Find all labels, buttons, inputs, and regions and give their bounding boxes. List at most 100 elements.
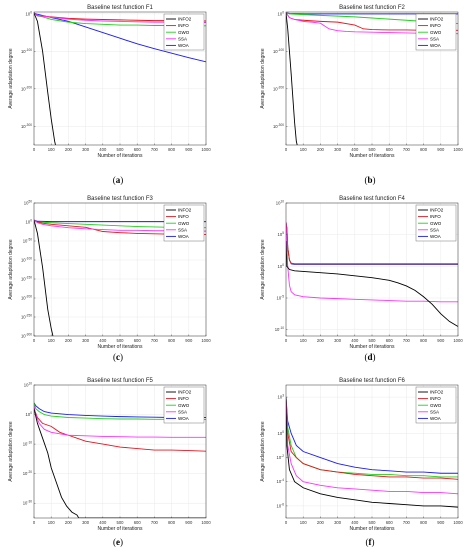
y-tick-label: 100 — [278, 263, 285, 269]
y-tick-label: 10-100 — [21, 257, 32, 263]
legend-label-woa: WOA — [178, 416, 189, 421]
x-tick-label: 500 — [369, 338, 377, 343]
legend-label-info: INFO — [178, 214, 189, 219]
panel-label: (e) — [113, 537, 123, 547]
x-tick-label: 200 — [65, 338, 73, 343]
x-axis-label: Number of iterations — [349, 153, 395, 159]
x-tick-label: 1000 — [453, 147, 463, 152]
x-tick-label: 400 — [351, 520, 359, 525]
chart-panel-6: 0 100 200 300 400 500 600 700 800 900 1000 103 100 10… — [260, 378, 463, 547]
x-tick-label: 700 — [151, 338, 159, 343]
legend-label-woa: WOA — [178, 43, 189, 48]
y-tick-label: 10-10 — [23, 441, 33, 447]
x-tick-label: 400 — [351, 147, 359, 152]
x-axis-label: Number of iterations — [97, 344, 143, 350]
y-axis-label: Average adaptation degree — [260, 48, 266, 108]
y-tick-label: 10-2 — [276, 454, 284, 460]
y-tick-label: 1010 — [24, 382, 32, 388]
panel-label: (d) — [364, 352, 375, 362]
chart-title: Baseline test function F3 — [87, 196, 153, 202]
series-line-ssa — [286, 397, 458, 495]
series-line-info2 — [286, 12, 298, 145]
legend-label-info2: INFO2 — [430, 208, 444, 213]
y-axis-label: Average adaptation degree — [260, 239, 266, 299]
x-tick-label: 800 — [420, 520, 428, 525]
legend-label-gwo: GWO — [178, 30, 190, 35]
x-tick-label: 700 — [403, 147, 411, 152]
legend-label-info2: INFO2 — [430, 390, 444, 395]
x-tick-label: 100 — [300, 520, 308, 525]
y-tick-label: 10-20 — [23, 470, 33, 476]
legend-label-ssa: SSA — [178, 409, 187, 414]
legend-label-gwo: GWO — [178, 221, 190, 226]
x-tick-label: 800 — [420, 338, 428, 343]
x-tick-label: 900 — [185, 338, 193, 343]
x-tick-label: 500 — [117, 520, 125, 525]
chart-title: Baseline test function F2 — [339, 5, 405, 11]
chart-panel-3: 0 100 200 300 400 500 600 700 800 900 1000 1050 100 1… — [8, 196, 211, 362]
chart-title: Baseline test function F1 — [87, 5, 153, 11]
x-tick-label: 100 — [300, 338, 308, 343]
x-tick-label: 700 — [151, 147, 159, 152]
series-line-info2 — [286, 397, 458, 508]
x-tick-label: 100 — [48, 147, 56, 152]
x-tick-label: 200 — [317, 520, 325, 525]
x-tick-label: 900 — [437, 520, 445, 525]
legend-label-info: INFO — [430, 214, 441, 219]
y-tick-label: 10-200 — [21, 295, 32, 301]
x-tick-label: 1000 — [201, 147, 211, 152]
panel-label: (c) — [113, 352, 123, 362]
x-tick-label: 100 — [48, 338, 56, 343]
legend-label-woa: WOA — [430, 234, 441, 239]
x-tick-label: 400 — [99, 147, 107, 152]
x-tick-label: 500 — [369, 520, 377, 525]
chart-panel-2: 0 100 200 300 400 500 600 700 800 900 1000 100 10-10… — [260, 5, 463, 185]
y-tick-label: 10-300 — [273, 123, 284, 129]
x-tick-label: 0 — [285, 338, 288, 343]
series-line-info2 — [286, 240, 458, 327]
y-tick-label: 10-100 — [21, 48, 32, 54]
panel-label: (f) — [366, 537, 375, 547]
legend-label-woa: WOA — [178, 234, 189, 239]
x-tick-label: 700 — [403, 338, 411, 343]
series-line-ssa — [286, 221, 458, 303]
chart-panel-5: 0 100 200 300 400 500 600 700 800 900 1000 1010 100 1… — [8, 378, 211, 547]
legend-label-info: INFO — [178, 23, 189, 28]
x-tick-label: 400 — [351, 338, 359, 343]
series-line-gwo — [286, 397, 458, 478]
legend-label-woa: WOA — [430, 416, 441, 421]
x-tick-label: 1000 — [453, 520, 463, 525]
x-tick-label: 300 — [334, 338, 342, 343]
legend-label-gwo: GWO — [430, 403, 442, 408]
y-tick-label: 105 — [278, 231, 285, 237]
legend-label-ssa: SSA — [430, 36, 439, 41]
chart-title: Baseline test function F6 — [339, 378, 405, 384]
y-tick-label: 1050 — [24, 200, 32, 206]
x-axis-label: Number of iterations — [97, 526, 143, 532]
x-tick-label: 200 — [317, 147, 325, 152]
legend-label-info2: INFO2 — [430, 17, 444, 22]
legend-label-gwo: GWO — [430, 221, 442, 226]
legend-label-ssa: SSA — [430, 409, 439, 414]
y-tick-label: 100 — [26, 219, 33, 225]
x-tick-label: 500 — [369, 147, 377, 152]
y-tick-label: 100 — [278, 10, 285, 16]
x-tick-label: 600 — [386, 147, 394, 152]
series-line-info — [286, 397, 458, 480]
legend-label-ssa: SSA — [178, 227, 187, 232]
y-axis-label: Average adaptation degree — [260, 421, 266, 481]
y-tick-label: 10-50 — [23, 238, 33, 244]
y-tick-label: 10-30 — [23, 500, 33, 506]
y-tick-label: 103 — [278, 394, 285, 400]
legend-label-info2: INFO2 — [178, 390, 192, 395]
x-tick-label: 600 — [386, 338, 394, 343]
x-tick-label: 800 — [168, 147, 176, 152]
panel-label: (a) — [113, 175, 124, 185]
x-tick-label: 1000 — [453, 338, 463, 343]
x-tick-label: 200 — [317, 338, 325, 343]
